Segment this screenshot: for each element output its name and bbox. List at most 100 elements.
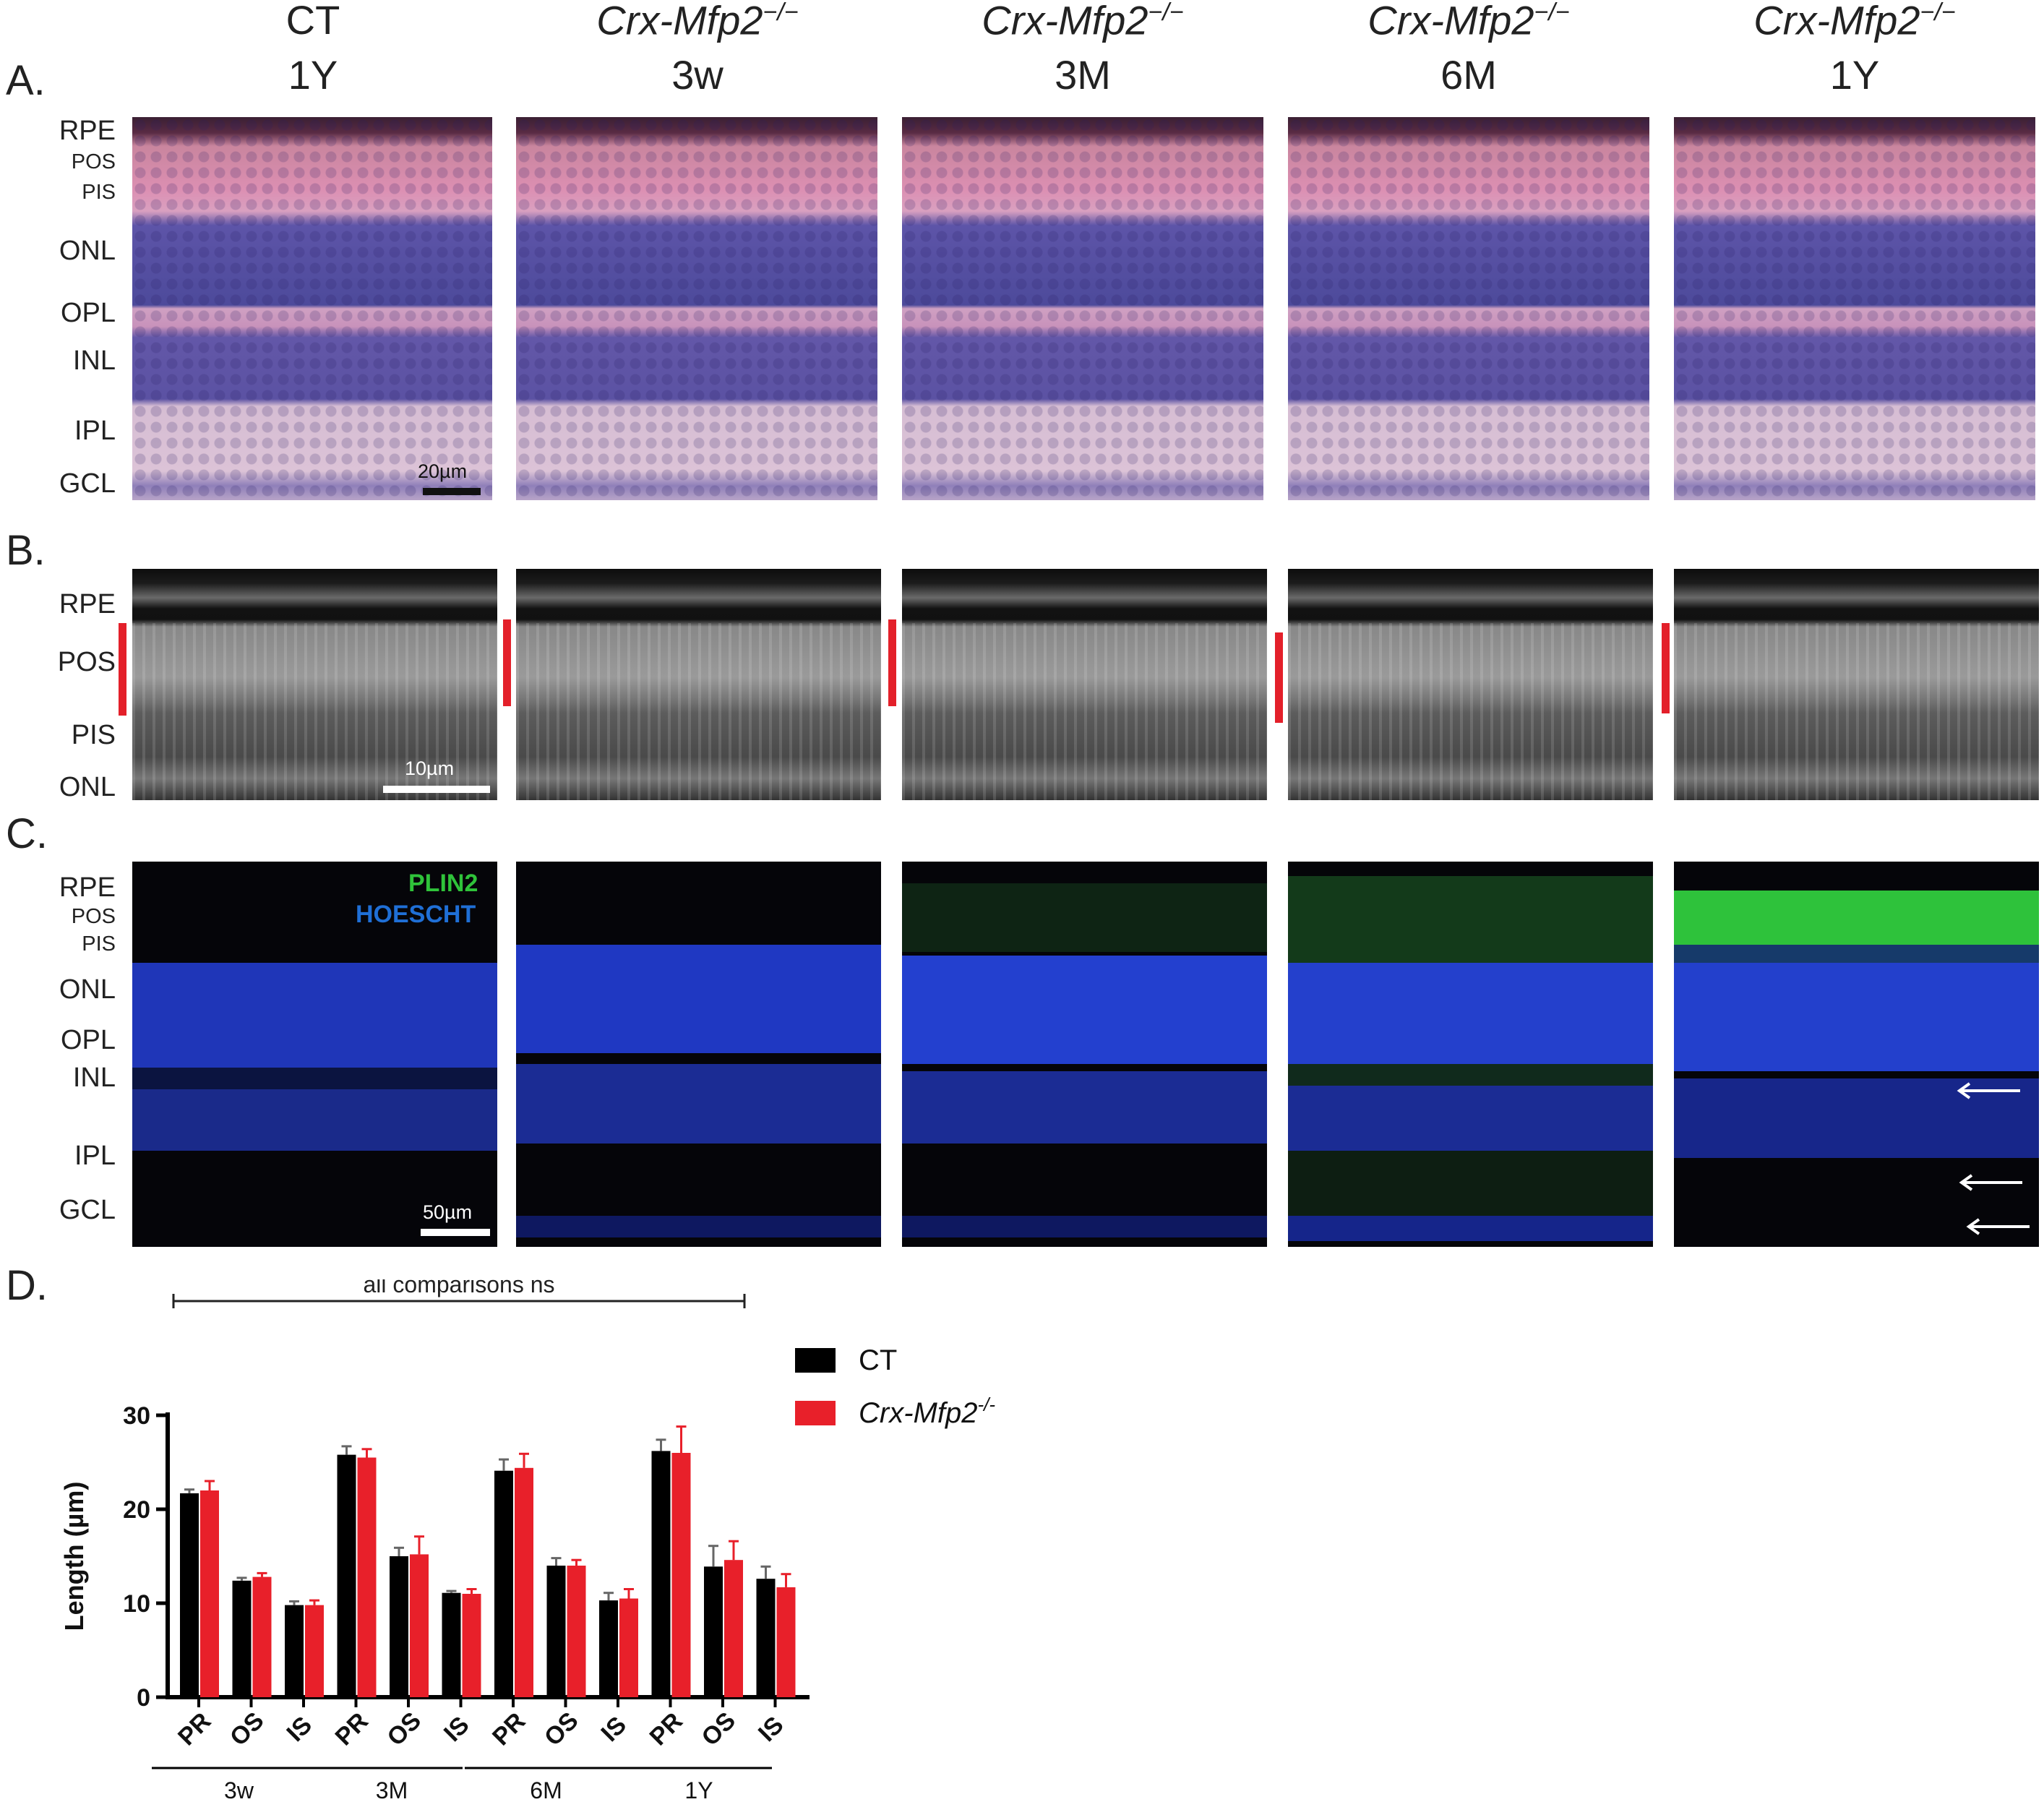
column-header-2: Crx-Mfp2−/− 3w	[517, 0, 878, 95]
bar-ko	[776, 1587, 796, 1697]
pos-marker-4	[1275, 632, 1283, 723]
legend-label-ct: CT	[859, 1344, 897, 1376]
gray-image-ko-3w	[516, 569, 881, 800]
column-genotype: CT	[285, 0, 340, 43]
group-label: 1Y	[684, 1777, 713, 1800]
pos-marker-5	[1662, 623, 1670, 713]
layer-label-pis: PIS	[82, 932, 116, 956]
gray-image-ko-3m	[902, 569, 1267, 800]
bar-ct	[232, 1580, 252, 1697]
he-image-ko-3m	[902, 117, 1263, 500]
gray-image-ct-1y	[132, 569, 497, 800]
x-tick-label: PR	[487, 1707, 531, 1751]
bar-ko	[619, 1598, 638, 1697]
layer-label-opl: OPL	[60, 298, 116, 328]
scalebar-a-label: 20µm	[418, 460, 468, 482]
y-tick-label: 10	[123, 1590, 150, 1618]
he-image-ko-3w	[516, 117, 877, 500]
column-age: 1Y	[288, 52, 338, 98]
bar-ko	[671, 1453, 691, 1697]
bar-ko	[252, 1576, 272, 1697]
he-image-ko-1y	[1674, 117, 2035, 500]
column-header-4: Crx-Mfp2−/− 6M	[1288, 0, 1649, 95]
layer-label-pis: PIS	[71, 720, 116, 750]
bar-ko	[724, 1560, 743, 1697]
pos-marker-3	[888, 619, 896, 706]
layer-label-onl: ONL	[59, 772, 116, 802]
x-tick-label: IS	[281, 1711, 317, 1747]
layer-label-ipl: IPL	[74, 1141, 116, 1171]
x-tick-label: IS	[596, 1711, 632, 1747]
layer-label-rpe: RPE	[59, 589, 116, 619]
layer-label-rpe: RPE	[59, 116, 116, 146]
bar-ct	[337, 1454, 356, 1697]
fluo-image-ct-1y	[132, 862, 497, 1247]
column-header-3: Crx-Mfp2−/− 3M	[902, 0, 1263, 95]
panel-letter-c: C.	[6, 810, 48, 857]
y-axis-label: Length (µm)	[59, 1482, 89, 1631]
panel-letter-b: B.	[6, 527, 46, 574]
bar-ct	[546, 1566, 566, 1697]
bar-ko	[462, 1594, 481, 1697]
bar-ct	[599, 1600, 618, 1697]
bar-ct	[180, 1493, 199, 1697]
layer-label-opl: OPL	[60, 1025, 116, 1055]
column-genotype: Crx-Mfp2−/−	[982, 0, 1184, 43]
layer-label-pis: PIS	[82, 181, 116, 204]
layer-label-inl: INL	[72, 1063, 116, 1093]
scalebar-b	[383, 786, 490, 793]
layer-label-pos: POS	[57, 647, 116, 677]
group-label: 3w	[224, 1777, 254, 1800]
panel-letter-a: A.	[6, 57, 46, 104]
pos-marker-2	[503, 619, 511, 706]
x-tick-label: OS	[382, 1707, 426, 1751]
layer-label-onl: ONL	[59, 974, 116, 1005]
layer-label-gcl: GCL	[59, 468, 116, 499]
x-tick-label: OS	[539, 1707, 584, 1751]
bar-ct	[285, 1605, 304, 1697]
bar-ct	[756, 1579, 776, 1697]
column-genotype: Crx-Mfp2−/−	[1367, 0, 1570, 43]
x-tick-label: PR	[173, 1707, 216, 1751]
he-image-ko-6m	[1288, 117, 1649, 500]
column-header-5: Crx-Mfp2−/− 1Y	[1674, 0, 2035, 95]
bar-ct	[651, 1451, 671, 1697]
x-tick-label: OS	[696, 1707, 741, 1751]
bar-ko	[200, 1490, 219, 1697]
gray-image-ko-1y	[1674, 569, 2039, 800]
column-age: 3M	[1055, 52, 1111, 98]
gray-image-ko-6m	[1288, 569, 1653, 800]
legend-label-ko: Crx-Mfp2-/-	[859, 1394, 995, 1429]
bar-ko	[410, 1554, 429, 1697]
panel-letter-d: D.	[6, 1262, 48, 1309]
bar-ko	[305, 1605, 324, 1697]
y-tick-label: 20	[123, 1496, 150, 1524]
bar-ko	[515, 1467, 533, 1697]
x-tick-label: PR	[645, 1707, 688, 1751]
layer-label-pos: POS	[71, 905, 116, 928]
layer-label-onl: ONL	[59, 236, 116, 266]
scalebar-c	[421, 1229, 490, 1236]
column-genotype: Crx-Mfp2−/−	[596, 0, 799, 43]
y-tick-label: 0	[137, 1684, 150, 1712]
bar-ct	[442, 1592, 461, 1697]
bar-ko	[357, 1457, 377, 1697]
bar-ct	[494, 1470, 513, 1697]
fluo-image-ko-3w	[516, 862, 881, 1247]
hoescht-label: HOESCHT	[356, 901, 476, 928]
group-label: 6M	[530, 1777, 562, 1800]
pos-marker-1	[119, 623, 126, 716]
layer-label-ipl: IPL	[74, 416, 116, 446]
layer-label-pos: POS	[71, 150, 116, 173]
layer-label-gcl: GCL	[59, 1195, 116, 1225]
bar-ct	[704, 1566, 723, 1697]
arrow-icon	[1966, 1218, 2030, 1235]
scalebar-c-label: 50µm	[423, 1201, 473, 1223]
arrow-icon	[1957, 1082, 2020, 1099]
column-age: 3w	[671, 52, 723, 98]
column-age: 6M	[1440, 52, 1497, 98]
fluo-image-ko-1y	[1674, 862, 2039, 1247]
column-genotype: Crx-Mfp2−/−	[1753, 0, 1956, 43]
group-label: 3M	[376, 1777, 408, 1800]
